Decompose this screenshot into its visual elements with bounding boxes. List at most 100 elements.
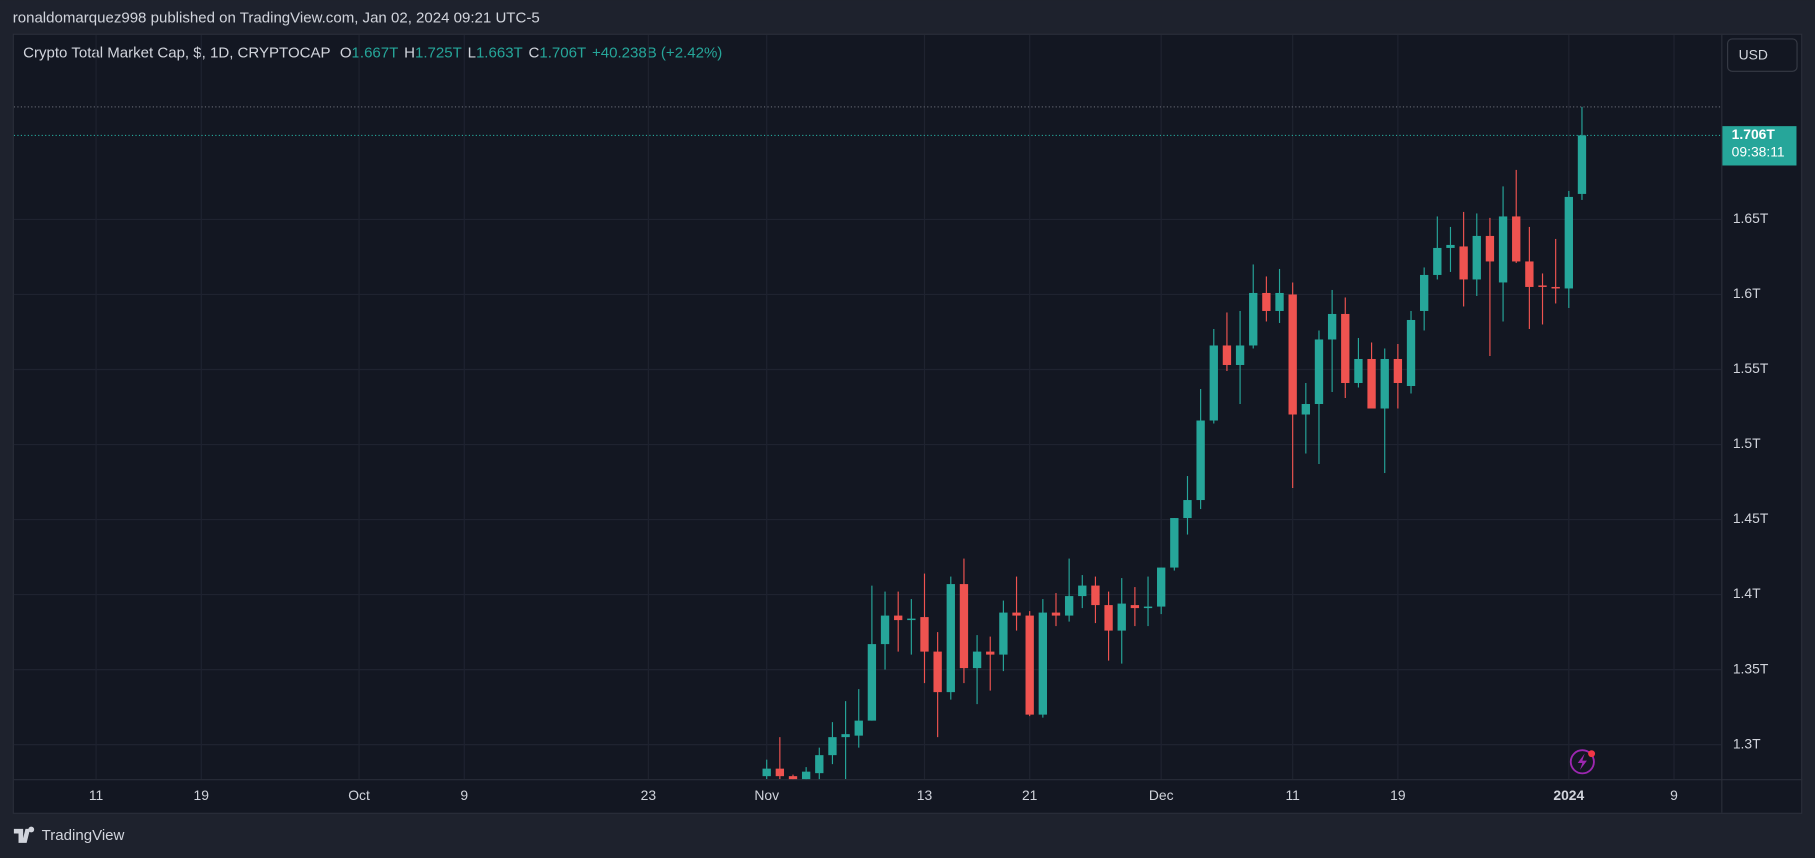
candle-body [1327, 313, 1337, 340]
y-tick-label: 1.65T [1733, 210, 1769, 226]
chart-title: Crypto Total Market Cap, $, 1D, CRYPTOCA… [23, 44, 330, 61]
candle-body [999, 612, 1008, 655]
candle-body [1091, 585, 1100, 606]
legend-item: O [340, 44, 352, 61]
alert-icon-dot[interactable] [1588, 750, 1596, 758]
x-tick-label: Dec [1149, 787, 1174, 803]
candle-body [1183, 500, 1192, 519]
candle-body [920, 617, 929, 652]
x-tick-label: 9 [1670, 787, 1678, 803]
candle-body [1025, 615, 1034, 715]
candle-body [1551, 286, 1560, 289]
last-price-label: 1.706T [1732, 126, 1776, 142]
y-tick-label: 1.3T [1733, 735, 1761, 751]
candle-body [972, 651, 982, 669]
publish-info: ronaldomarquez998 published on TradingVi… [13, 10, 540, 27]
legend-item: H [404, 44, 415, 61]
candle-body [1341, 313, 1350, 383]
candle-body [1143, 606, 1153, 609]
candle-body [1538, 285, 1547, 287]
candle-body [1262, 292, 1271, 311]
candle-body [894, 615, 903, 621]
candle-body [1564, 196, 1573, 289]
candle-body [1209, 345, 1218, 421]
candle-body [1314, 339, 1324, 405]
y-tick-label: 1.45T [1733, 510, 1769, 526]
candle-body [933, 651, 942, 693]
currency-label[interactable]: USD [1739, 46, 1768, 62]
candle-body [959, 584, 969, 669]
y-tick-label: 1.35T [1733, 660, 1769, 676]
candle-body [1393, 358, 1403, 383]
legend-item: +40.238B (+2.42%) [592, 44, 722, 61]
candle-body [986, 651, 995, 655]
x-tick-label: 23 [641, 787, 657, 803]
x-tick-label: 21 [1022, 787, 1038, 803]
legend-item: L [468, 44, 476, 61]
candle-body [1485, 235, 1495, 262]
candle-body [1433, 247, 1442, 275]
alert-icon-bolt[interactable] [1577, 753, 1587, 770]
candle-body [880, 615, 890, 645]
plot-area [13, 106, 1722, 780]
candle-body [1222, 345, 1232, 365]
x-tick-label: Oct [348, 787, 370, 803]
legend-item: 1.667T [352, 44, 399, 61]
candle-body [1301, 404, 1310, 415]
candle-body [1051, 612, 1061, 616]
candle-body [1104, 605, 1113, 631]
y-tick-label: 1.5T [1733, 435, 1761, 451]
legend-item: 1.725T [415, 44, 462, 61]
brand-name: TradingView [42, 827, 125, 844]
candle-body [1446, 244, 1455, 248]
x-tick-label: 11 [89, 787, 104, 803]
candle-body [1038, 612, 1048, 715]
candle-body [1012, 612, 1021, 616]
y-tick-label: 1.4T [1733, 585, 1761, 601]
legend-item: 1.663T [476, 44, 523, 61]
candle-body [788, 776, 798, 780]
brand: TradingView [13, 826, 125, 844]
candle-body [1354, 358, 1363, 383]
legend-item: C [529, 44, 540, 61]
currency-button[interactable] [1727, 38, 1798, 72]
candle-body [1420, 274, 1429, 311]
x-tick-label: 19 [194, 787, 210, 803]
candle-body [815, 755, 824, 774]
candle-body [907, 618, 916, 621]
y-tick-label: 1.6T [1733, 285, 1761, 301]
candle-body [1498, 216, 1508, 283]
candle-body [1472, 235, 1481, 280]
candle-body [1157, 567, 1166, 607]
chart-frame [12, 33, 1803, 814]
axes: 1.3T 1.35T 1.4T 1.45T 1.5T 1.55T 1.6T 1.65T 11 19… [89, 126, 1797, 803]
candle-body [762, 768, 771, 777]
candle-body [1196, 420, 1205, 501]
candle-body [1525, 261, 1534, 287]
x-tick-label: 13 [917, 787, 933, 803]
candle-body [1130, 605, 1140, 609]
candle-body [1064, 596, 1074, 616]
x-tick-label: 19 [1390, 787, 1406, 803]
last-price-tag [1722, 126, 1797, 166]
candle-body [841, 734, 850, 738]
candle-body [1170, 518, 1179, 568]
candle-body [801, 771, 811, 780]
candle-body [775, 768, 785, 777]
candle-body [854, 720, 863, 736]
candle-body [946, 584, 955, 693]
candle-body [1078, 585, 1087, 597]
alert-icon-ring[interactable] [1569, 749, 1595, 775]
alert-icon[interactable] [1569, 749, 1596, 775]
candle-body [1367, 358, 1376, 409]
x-tick-label: Nov [754, 787, 779, 803]
candle-body [1380, 358, 1389, 409]
candle-body [1512, 216, 1521, 262]
legend-item: 1.706T [539, 44, 586, 61]
y-tick-label: 1.55T [1733, 360, 1769, 376]
candle-body [1275, 292, 1284, 311]
candle-body [867, 644, 877, 721]
brand-logo [13, 826, 35, 843]
